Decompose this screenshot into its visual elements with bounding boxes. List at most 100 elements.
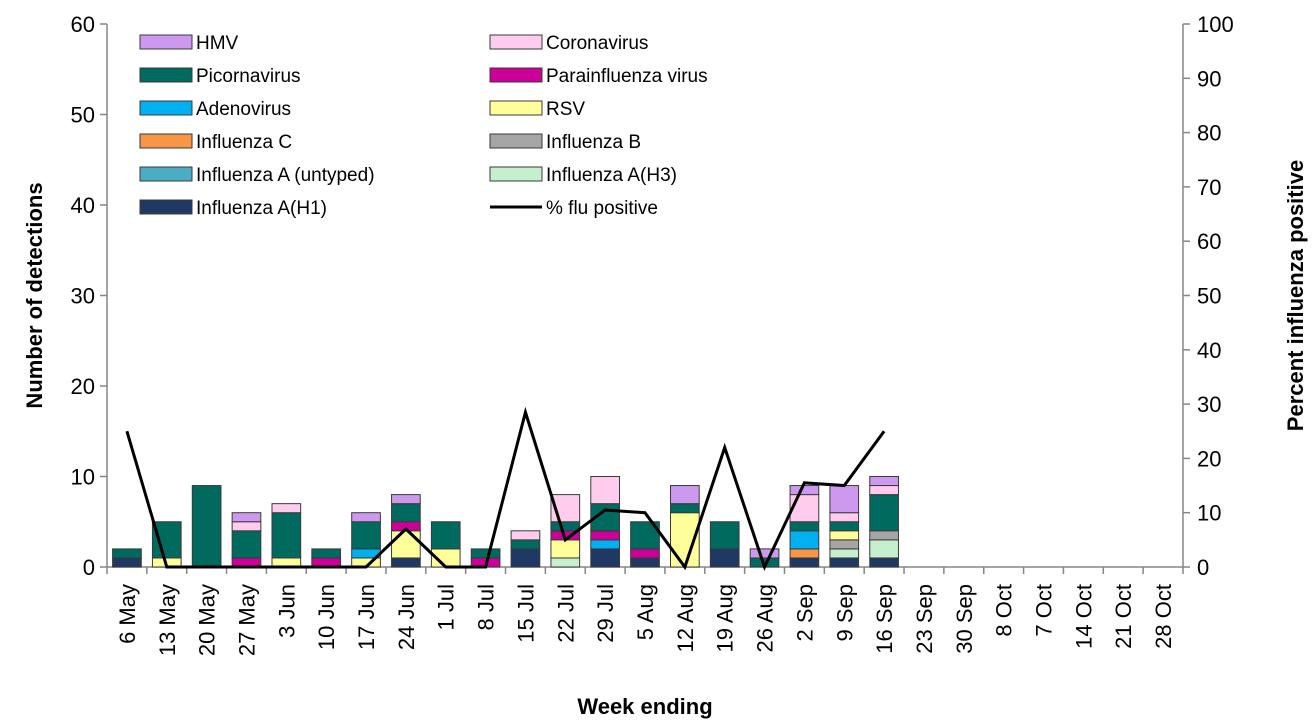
- bar-coronavirus: [829, 512, 860, 523]
- legend-label-flu-positive: % flu positive: [546, 198, 658, 219]
- x-tick-label: 5 Aug: [633, 584, 658, 640]
- x-tick-label: 9 Sep: [832, 584, 857, 642]
- y2-tick-label: 60: [1197, 229, 1221, 254]
- y2-tick-label: 0: [1197, 555, 1209, 580]
- bar-picornavirus: [311, 548, 342, 559]
- bar-coronavirus: [869, 485, 899, 496]
- x-tick-label: 14 Oct: [1071, 584, 1096, 649]
- bars: [112, 476, 899, 568]
- x-tick-label: 23 Sep: [912, 584, 937, 654]
- legend-swatch-hmv: [139, 34, 193, 50]
- x-tick-label: 27 May: [234, 584, 259, 656]
- legend-label-hmv: HMV: [196, 33, 239, 54]
- x-tick-label: 10 Jun: [314, 584, 339, 650]
- x-tick-label: 30 Sep: [952, 584, 977, 654]
- legend-swatch-parainfluenza-virus: [489, 67, 543, 83]
- bar-picornavirus: [789, 521, 820, 532]
- bar-picornavirus: [231, 530, 262, 559]
- bar-hmv: [351, 512, 381, 523]
- y2-axis-title: Percent influenza positive: [1283, 160, 1308, 431]
- bar-influenza-a-h1: [869, 557, 899, 568]
- bar-picornavirus: [709, 521, 740, 550]
- y-tick-label: 0: [83, 555, 95, 580]
- legend-swatch-influenza-b: [489, 133, 543, 149]
- bar-picornavirus: [550, 521, 581, 532]
- x-tick-label: 1 Jul: [434, 584, 459, 630]
- bar-hmv: [670, 485, 700, 505]
- legend-swatch-picornavirus: [139, 67, 193, 83]
- x-tick-label: 24 Jun: [394, 584, 419, 650]
- bar-influenza-a-h3: [869, 539, 899, 559]
- bar-picornavirus: [351, 521, 381, 550]
- flu-positive-line: [125, 406, 886, 572]
- legend-label-influenza-a-untyped: Influenza A (untyped): [196, 165, 375, 186]
- bar-influenza-a-h3: [829, 548, 860, 559]
- y-tick-label: 50: [71, 103, 95, 128]
- legend-label-influenza-c: Influenza C: [196, 132, 292, 153]
- bar-influenza-a-h1: [630, 557, 660, 568]
- bar-coronavirus: [789, 494, 820, 523]
- bar-picornavirus: [670, 503, 700, 514]
- x-tick-label: 16 Sep: [872, 584, 897, 654]
- legend-label-influenza-b: Influenza B: [546, 132, 641, 153]
- bar-hmv: [869, 476, 899, 487]
- y2-tick-label: 70: [1197, 175, 1221, 200]
- x-tick-label: 13 May: [155, 584, 180, 656]
- flu-positive-polyline: [125, 406, 886, 572]
- x-axis-title: Week ending: [577, 694, 712, 719]
- bar-hmv: [391, 494, 421, 505]
- bar-hmv: [789, 485, 820, 496]
- legend-swatch-influenza-c: [139, 133, 193, 149]
- y2-tick-label: 20: [1197, 446, 1221, 471]
- legend: HMV Coronavirus Picornavirus Parainfluenza …: [139, 33, 708, 219]
- legend-swatch-adenovirus: [139, 100, 193, 116]
- bar-hmv: [829, 485, 860, 514]
- x-tick-label: 3 Jun: [274, 584, 299, 638]
- x-tick-label: 8 Jul: [474, 584, 499, 630]
- legend-swatch-rsv: [489, 100, 543, 116]
- y-tick-label: 10: [71, 465, 95, 490]
- x-tick-label: 22 Jul: [553, 584, 578, 643]
- bar-influenza-a-h1: [391, 557, 421, 568]
- y-tick-label: 20: [71, 374, 95, 399]
- bar-rsv: [829, 530, 860, 541]
- bar-parainfluenza-virus: [630, 548, 660, 559]
- bar-influenza-a-h3: [550, 557, 581, 568]
- bar-picornavirus: [151, 521, 182, 559]
- bar-hmv: [749, 548, 780, 559]
- bar-influenza-a-h1: [112, 557, 142, 568]
- y2-tick-label: 10: [1197, 501, 1221, 526]
- x-tick-label: 20 May: [195, 584, 220, 656]
- legend-label-picornavirus: Picornavirus: [196, 66, 301, 87]
- bar-picornavirus: [112, 548, 142, 559]
- bar-picornavirus: [430, 521, 461, 550]
- x-tick-label: 26 Aug: [753, 584, 778, 653]
- bar-picornavirus: [271, 512, 302, 559]
- bar-picornavirus: [470, 548, 501, 559]
- legend-swatch-influenza-a-h3: [489, 166, 543, 182]
- x-tick-label: 6 May: [115, 584, 140, 644]
- bar-rsv: [550, 539, 581, 559]
- x-tick-label: 21 Oct: [1111, 584, 1136, 649]
- x-tick-label: 28 Oct: [1151, 584, 1176, 649]
- legend-swatch-coronavirus: [489, 34, 543, 50]
- x-tick-label: 17 Jun: [354, 584, 379, 650]
- x-tick-label: 15 Jul: [513, 584, 538, 643]
- legend-label-adenovirus: Adenovirus: [196, 99, 291, 120]
- legend-label-parainfluenza-virus: Parainfluenza virus: [546, 66, 708, 87]
- bar-coronavirus: [510, 530, 541, 541]
- y2-tick-label: 50: [1197, 284, 1221, 309]
- y2-tick-label: 80: [1197, 121, 1221, 146]
- legend-label-coronavirus: Coronavirus: [546, 33, 648, 54]
- bar-influenza-c: [789, 548, 820, 559]
- bar-coronavirus: [271, 503, 302, 514]
- bar-influenza-b: [869, 530, 899, 541]
- x-tick-label: 19 Aug: [713, 584, 738, 653]
- bar-picornavirus: [869, 494, 899, 532]
- legend-label-influenza-a-h1: Influenza A(H1): [196, 198, 327, 219]
- bar-picornavirus: [510, 539, 541, 550]
- bar-parainfluenza-virus: [590, 530, 620, 541]
- bar-picornavirus: [191, 485, 222, 568]
- legend-label-influenza-a-h3: Influenza A(H3): [546, 165, 677, 186]
